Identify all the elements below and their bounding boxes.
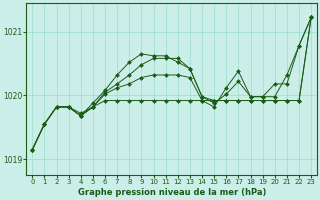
X-axis label: Graphe pression niveau de la mer (hPa): Graphe pression niveau de la mer (hPa) (77, 188, 266, 197)
